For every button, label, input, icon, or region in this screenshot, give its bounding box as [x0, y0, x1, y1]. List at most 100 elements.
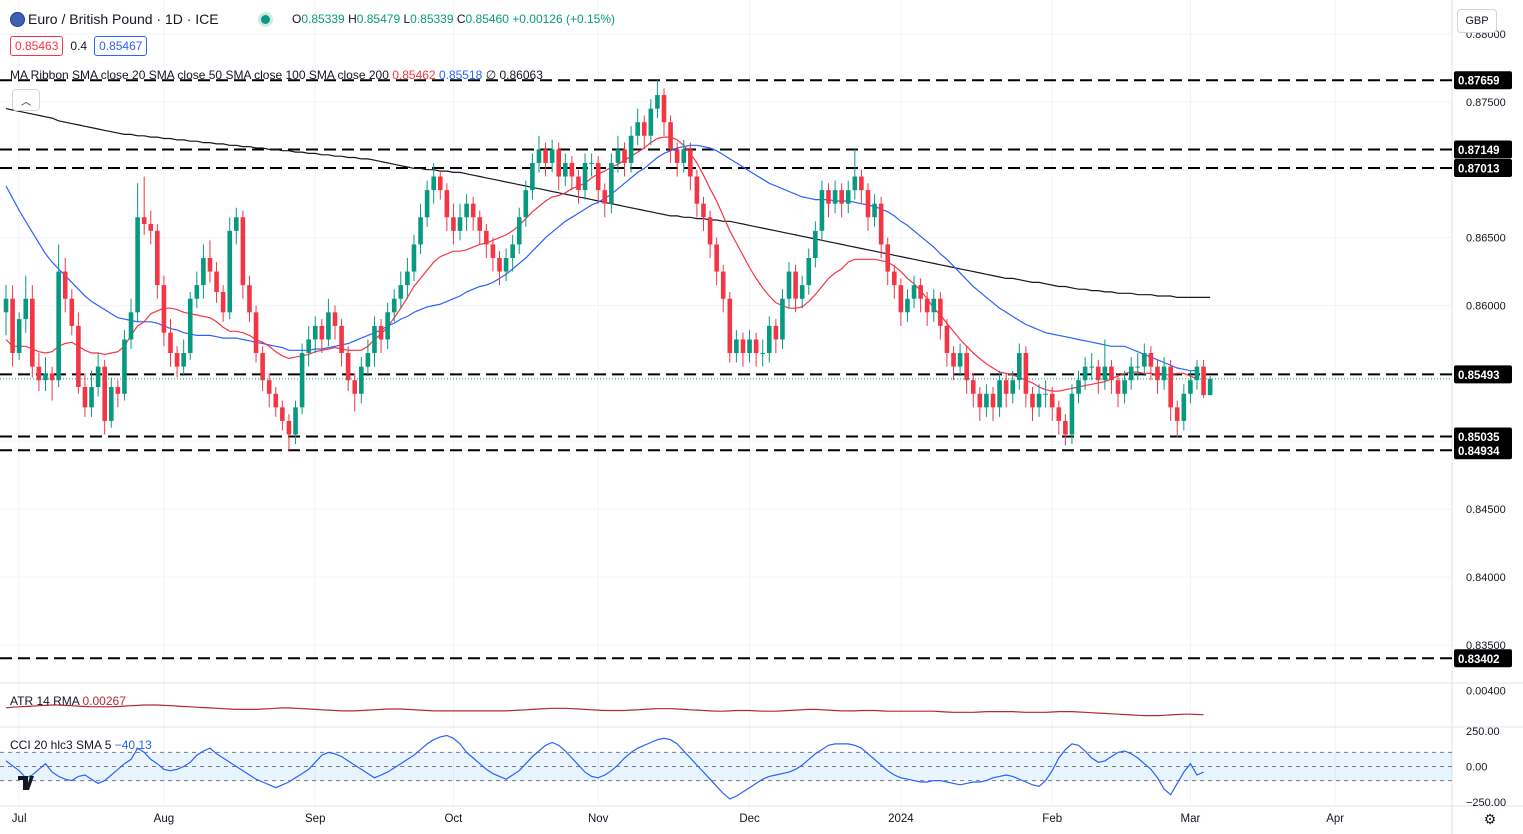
candle-body: [260, 353, 265, 381]
symbol-title[interactable]: Euro / British Pound · 1D · ICE: [28, 11, 219, 27]
candle-body: [161, 285, 167, 333]
cci-legend[interactable]: CCI 20 hlc3 SMA 5 −40.13: [10, 738, 152, 752]
candle-body: [845, 190, 851, 204]
candle-body: [734, 339, 739, 354]
candle-body: [628, 135, 634, 163]
sma50-line: [5, 144, 1197, 372]
candle-body: [852, 176, 858, 191]
candle-body: [589, 162, 594, 164]
candle-body: [424, 190, 430, 218]
y-tick-label: 0.87500: [1466, 97, 1506, 109]
x-tick-label: Nov: [588, 813, 609, 825]
candle-body: [905, 298, 910, 313]
x-tick-label: Mar: [1180, 813, 1200, 825]
candle-body: [398, 285, 404, 299]
candle-body: [766, 325, 772, 354]
candle-body: [253, 312, 259, 354]
ask-price-button[interactable]: 0.85467: [94, 36, 148, 56]
candle-body: [187, 298, 193, 354]
candle-body: [1115, 380, 1121, 394]
bid-price-button[interactable]: 0.85463: [10, 36, 64, 56]
candle-body: [293, 407, 298, 435]
candle-body: [523, 190, 529, 218]
candle-body: [641, 122, 647, 136]
ma-ribbon-legend[interactable]: MA Ribbon SMA close 20 SMA close 50 SMA …: [10, 68, 543, 82]
candle-body: [497, 257, 502, 272]
cci-tick-label: 250.00: [1466, 726, 1500, 738]
candle-body: [760, 353, 765, 355]
candle-body: [720, 271, 726, 299]
level-price-label: 0.87149: [1458, 145, 1500, 157]
cci-line: [5, 734, 1204, 800]
cci-label: CCI 20 hlc3 SMA 5: [10, 738, 112, 752]
candle-body: [924, 298, 930, 313]
candle-body: [786, 271, 792, 299]
candle-body: [201, 257, 206, 286]
atr-value: 0.00267: [82, 694, 126, 708]
candle-body: [747, 339, 752, 354]
candle-body: [95, 366, 101, 387]
candle-body: [122, 339, 127, 394]
candle-body: [444, 190, 450, 218]
candle-body: [391, 298, 397, 313]
atr-label: ATR 14 RMA: [10, 694, 80, 708]
candle-body: [832, 190, 838, 204]
cci-tick-label: −250.00: [1466, 797, 1506, 809]
candle-body: [688, 149, 693, 177]
sma200-value: 0.86063: [499, 68, 543, 82]
candle-body: [595, 162, 601, 191]
candle-body: [76, 325, 81, 387]
candle-body: [418, 217, 423, 245]
candle-body: [1102, 366, 1108, 381]
candle-body: [694, 176, 700, 204]
level-price-tag: [1454, 649, 1512, 668]
candle-body: [108, 386, 114, 421]
candle-body: [1010, 380, 1016, 394]
candle-body: [30, 298, 35, 367]
level-price-tag: [1454, 140, 1512, 159]
candle-body: [16, 319, 22, 354]
candle-body: [451, 217, 456, 231]
settings-gear-icon[interactable]: ⚙: [1483, 811, 1497, 827]
candle-body: [148, 224, 154, 231]
candle-body: [556, 149, 562, 177]
candle-body: [727, 298, 733, 354]
candle-body: [1089, 366, 1094, 368]
candle-body: [332, 312, 338, 326]
candle-body: [1181, 393, 1187, 421]
candle-body: [3, 298, 9, 313]
candle-body: [576, 176, 581, 191]
candle-body: [135, 217, 140, 313]
candle-body: [1122, 380, 1127, 394]
candle-body: [892, 271, 897, 286]
candle-body: [405, 271, 410, 286]
y-tick-label: 0.83500: [1466, 640, 1506, 652]
candle-body: [1142, 353, 1147, 367]
collapse-legend-button[interactable]: ︿: [12, 89, 40, 111]
ohlc-readout: O0.85339 H0.85479 L0.85339 C0.85460 +0.0…: [292, 12, 616, 26]
candle-body: [674, 149, 680, 163]
atr-legend[interactable]: ATR 14 RMA 0.00267: [10, 694, 126, 708]
candle-body: [681, 149, 687, 163]
candle-body: [431, 176, 436, 191]
candle-body: [273, 393, 279, 408]
candle-body: [1003, 380, 1009, 394]
candle-body: [1063, 420, 1068, 435]
candle-body: [931, 298, 937, 313]
sma200-line: [5, 108, 1211, 298]
candle-body: [266, 380, 272, 394]
currency-button[interactable]: GBP: [1457, 9, 1497, 33]
candle-body: [1043, 393, 1048, 395]
candle-body: [62, 271, 68, 299]
candle-body: [181, 353, 186, 367]
candle-body: [701, 203, 706, 218]
ohlc-high: 0.85479: [356, 12, 401, 26]
candle-body: [543, 149, 548, 163]
candle-body: [714, 244, 719, 272]
candle-body: [1056, 407, 1062, 421]
x-tick-label: Dec: [739, 813, 760, 825]
candle-body: [530, 162, 535, 191]
globe-icon: [10, 12, 25, 27]
